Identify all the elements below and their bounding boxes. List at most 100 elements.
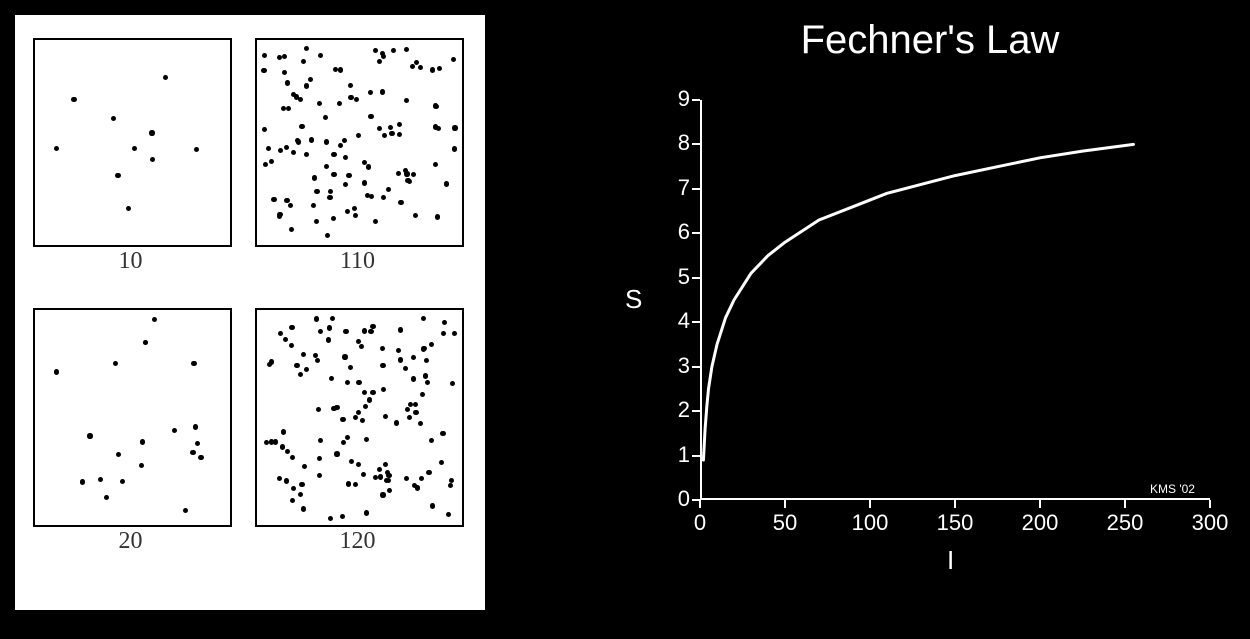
dot	[405, 407, 410, 412]
dot	[421, 316, 426, 321]
dot	[323, 115, 328, 120]
dot	[439, 460, 444, 465]
dot	[370, 390, 375, 395]
dot	[404, 476, 409, 481]
dot	[327, 195, 332, 200]
dot	[404, 171, 409, 176]
dot	[304, 152, 309, 157]
dot	[362, 328, 367, 333]
dot	[434, 104, 439, 109]
dot	[104, 495, 109, 500]
dot	[404, 98, 409, 103]
dot	[397, 122, 402, 127]
dot	[304, 367, 309, 372]
dot	[302, 464, 307, 469]
dot	[397, 132, 402, 137]
dot	[312, 175, 317, 180]
figure-root: { "canvas": { "width": 1250, "height": 6…	[0, 0, 1250, 639]
dot	[430, 67, 435, 72]
dot	[391, 48, 396, 53]
dot	[405, 178, 410, 183]
dot	[269, 159, 274, 164]
dot	[380, 346, 385, 351]
dot	[373, 219, 378, 224]
dot	[407, 415, 412, 420]
y-tick-label: 5	[660, 264, 690, 290]
dot	[413, 213, 418, 218]
dot	[301, 59, 306, 64]
chart-curve	[700, 100, 1210, 500]
dot	[266, 146, 271, 151]
dot	[139, 463, 144, 468]
dot	[424, 358, 429, 363]
dot	[343, 155, 348, 160]
dot	[345, 380, 350, 385]
dot	[452, 331, 457, 336]
dot	[356, 380, 361, 385]
dot	[318, 329, 323, 334]
y-tick-label: 0	[660, 486, 690, 512]
dot	[285, 80, 290, 85]
dot	[314, 219, 319, 224]
dot	[308, 77, 313, 82]
dot	[403, 366, 408, 371]
dot	[294, 363, 299, 368]
y-tick	[692, 410, 700, 412]
dot	[429, 438, 434, 443]
y-tick-label: 1	[660, 442, 690, 468]
dot	[381, 195, 386, 200]
dot	[315, 358, 320, 363]
dot	[172, 428, 177, 433]
dot-panel-label: 120	[255, 528, 460, 555]
dot	[411, 376, 416, 381]
dot	[340, 417, 345, 422]
dot	[309, 137, 314, 142]
dot	[261, 68, 266, 73]
dot-panel-110	[255, 38, 464, 247]
x-tick	[869, 500, 871, 508]
dot	[331, 152, 336, 157]
dot	[448, 483, 453, 488]
dot	[380, 492, 385, 497]
dot	[346, 481, 351, 486]
dot	[143, 340, 148, 345]
dot	[396, 171, 401, 176]
dot	[354, 97, 359, 102]
dot	[362, 180, 367, 185]
dot	[295, 138, 300, 143]
y-tick-label: 4	[660, 308, 690, 334]
dot	[411, 355, 416, 360]
dot-panel-20	[33, 308, 232, 527]
y-tick	[692, 366, 700, 368]
dot	[382, 133, 387, 138]
dot	[163, 75, 168, 80]
dot	[356, 462, 361, 467]
dot	[277, 214, 282, 219]
dot	[404, 47, 409, 52]
dot	[381, 387, 386, 392]
dot	[362, 390, 367, 395]
dot	[383, 462, 388, 467]
dot	[430, 503, 435, 508]
dot	[331, 172, 336, 177]
dot-panel-label: 20	[33, 528, 228, 555]
chart-credit: KMS '02	[1150, 482, 1195, 496]
y-tick-label: 7	[660, 175, 690, 201]
dot	[389, 131, 394, 136]
dot	[284, 478, 289, 483]
dot	[398, 200, 403, 205]
y-tick-label: 9	[660, 86, 690, 112]
dot	[298, 492, 303, 497]
dot	[366, 164, 371, 169]
dot	[368, 90, 373, 95]
dot	[348, 83, 353, 88]
dot	[342, 354, 347, 359]
dot	[262, 127, 267, 132]
dot	[369, 194, 374, 199]
dot	[317, 473, 322, 478]
dot-panel-10	[33, 38, 232, 247]
x-tick-label: 150	[930, 510, 980, 536]
dot	[281, 106, 286, 111]
dot	[269, 359, 274, 364]
x-tick	[1039, 500, 1041, 508]
